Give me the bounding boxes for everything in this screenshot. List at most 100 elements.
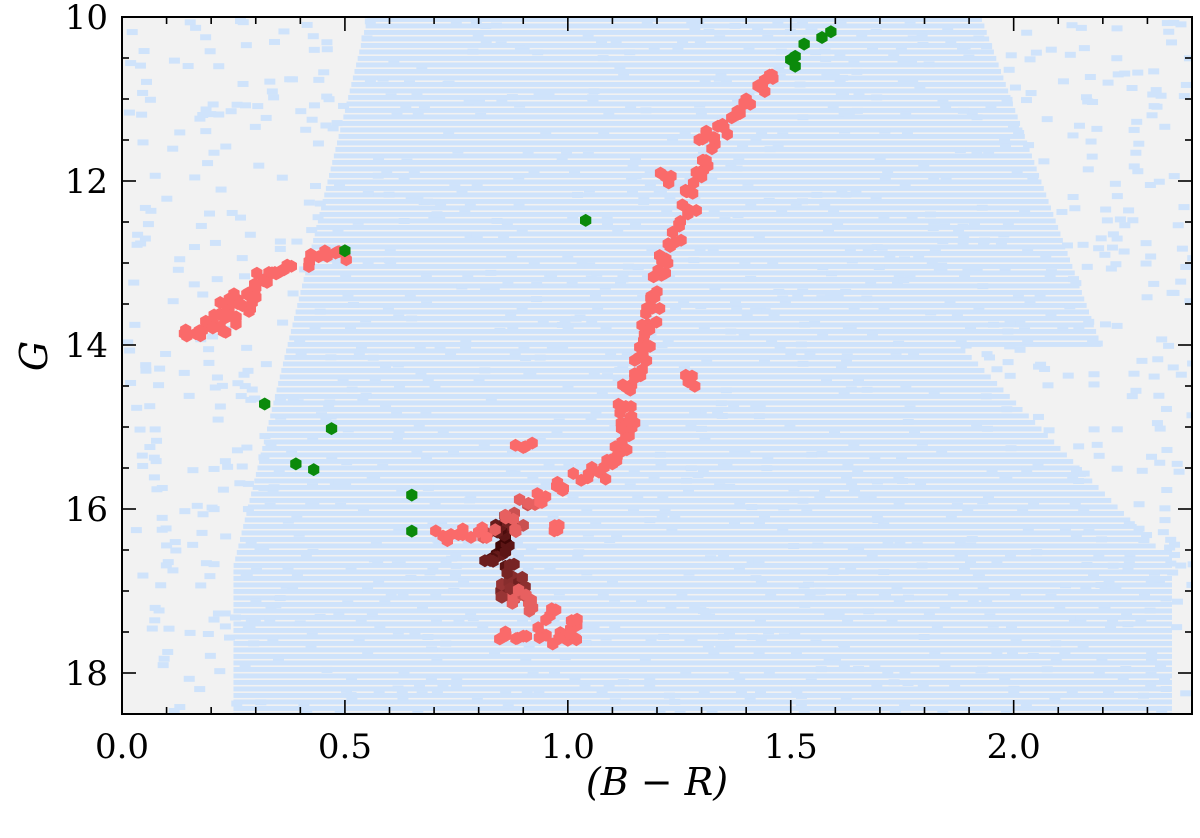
density-cell: [686, 20, 698, 27]
density-cell: [798, 711, 810, 714]
density-cell: [724, 483, 736, 490]
density-cell: [321, 39, 333, 46]
density-stripe: [352, 75, 1004, 81]
density-cell: [145, 207, 157, 214]
density-cell: [966, 109, 978, 116]
density-cell: [373, 577, 385, 584]
density-stripe: [313, 238, 1063, 243]
density-cell: [547, 513, 559, 520]
density-cell: [614, 367, 626, 374]
cluster-hexbin: [689, 379, 701, 393]
density-cell: [845, 386, 857, 393]
density-cell: [1088, 371, 1100, 378]
density-cell: [270, 602, 282, 609]
density-cell: [505, 312, 517, 319]
density-cell: [323, 96, 335, 103]
density-cell: [1032, 413, 1044, 420]
density-cell: [520, 354, 532, 361]
density-cell: [528, 170, 540, 177]
x-tick-label: 2.0: [987, 727, 1041, 767]
density-cell: [511, 539, 523, 546]
density-cell: [241, 344, 253, 351]
density-cell: [918, 633, 930, 640]
density-cell: [957, 107, 969, 114]
density-cell: [816, 450, 828, 457]
density-cell: [226, 209, 238, 216]
density-cell: [260, 361, 272, 368]
density-cell: [585, 275, 597, 282]
density-cell: [429, 382, 441, 389]
density-cell: [411, 89, 423, 96]
density-cell: [683, 569, 695, 576]
density-cell: [628, 467, 640, 474]
density-cell: [414, 681, 426, 688]
density-cell: [364, 77, 376, 84]
density-cell: [777, 295, 789, 302]
density-cell: [977, 283, 989, 290]
cluster-hexbin: [650, 315, 663, 329]
density-cell: [942, 25, 954, 32]
density-stripe: [356, 62, 999, 68]
density-cell: [1005, 445, 1017, 452]
density-cell: [1098, 602, 1110, 609]
density-cell: [1165, 560, 1177, 567]
density-cell: [391, 408, 403, 415]
density-cell: [167, 145, 179, 152]
density-cell: [546, 271, 558, 278]
density-cell: [708, 648, 720, 655]
density-cell: [534, 354, 546, 361]
density-cell: [817, 264, 829, 271]
density-cell: [245, 540, 257, 547]
density-cell: [1093, 668, 1105, 675]
density-cell: [220, 533, 232, 540]
density-cell: [725, 163, 737, 170]
density-cell: [471, 232, 483, 239]
density-cell: [460, 339, 472, 346]
density-cell: [872, 517, 884, 524]
density-cell: [893, 597, 905, 604]
density-cell: [723, 641, 735, 648]
density-cell: [907, 35, 919, 42]
density-cell: [1148, 569, 1160, 576]
cluster-hexbin: [693, 133, 705, 147]
density-cell: [364, 18, 376, 25]
highlighted-hexbin: [798, 37, 810, 51]
density-cell: [750, 307, 762, 314]
density-cell: [913, 252, 925, 259]
cluster-hexbin: [654, 166, 667, 180]
cluster-hexbin: [509, 438, 522, 452]
density-cell: [1172, 222, 1184, 229]
density-cell: [353, 636, 365, 643]
density-stripe: [236, 550, 1173, 555]
density-cell: [196, 529, 208, 536]
density-cell: [429, 502, 441, 509]
density-cell: [654, 451, 666, 458]
density-cell: [291, 238, 303, 245]
density-cell: [427, 522, 439, 529]
density-cell: [525, 544, 537, 551]
density-stripe: [346, 101, 1013, 107]
density-cell: [162, 648, 174, 655]
density-cell: [827, 568, 839, 575]
density-cell: [562, 253, 574, 260]
density-cell: [1066, 687, 1078, 694]
density-cell: [275, 413, 287, 420]
density-cell: [596, 38, 608, 45]
density-cell: [1132, 168, 1144, 175]
density-cell: [240, 573, 252, 580]
density-cell: [219, 458, 231, 465]
density-cell: [306, 227, 318, 234]
density-cell: [315, 412, 327, 419]
density-cell: [1171, 460, 1183, 467]
density-cell: [204, 48, 216, 55]
density-cell: [450, 552, 462, 559]
density-stripe: [233, 569, 1173, 575]
density-cell: [506, 252, 518, 259]
density-cell: [540, 131, 552, 138]
cluster-hexbin: [659, 266, 671, 280]
density-cell: [422, 634, 434, 641]
density-cell: [174, 256, 186, 263]
density-cell: [609, 623, 621, 630]
density-cell: [788, 485, 800, 492]
density-cell: [729, 449, 741, 456]
